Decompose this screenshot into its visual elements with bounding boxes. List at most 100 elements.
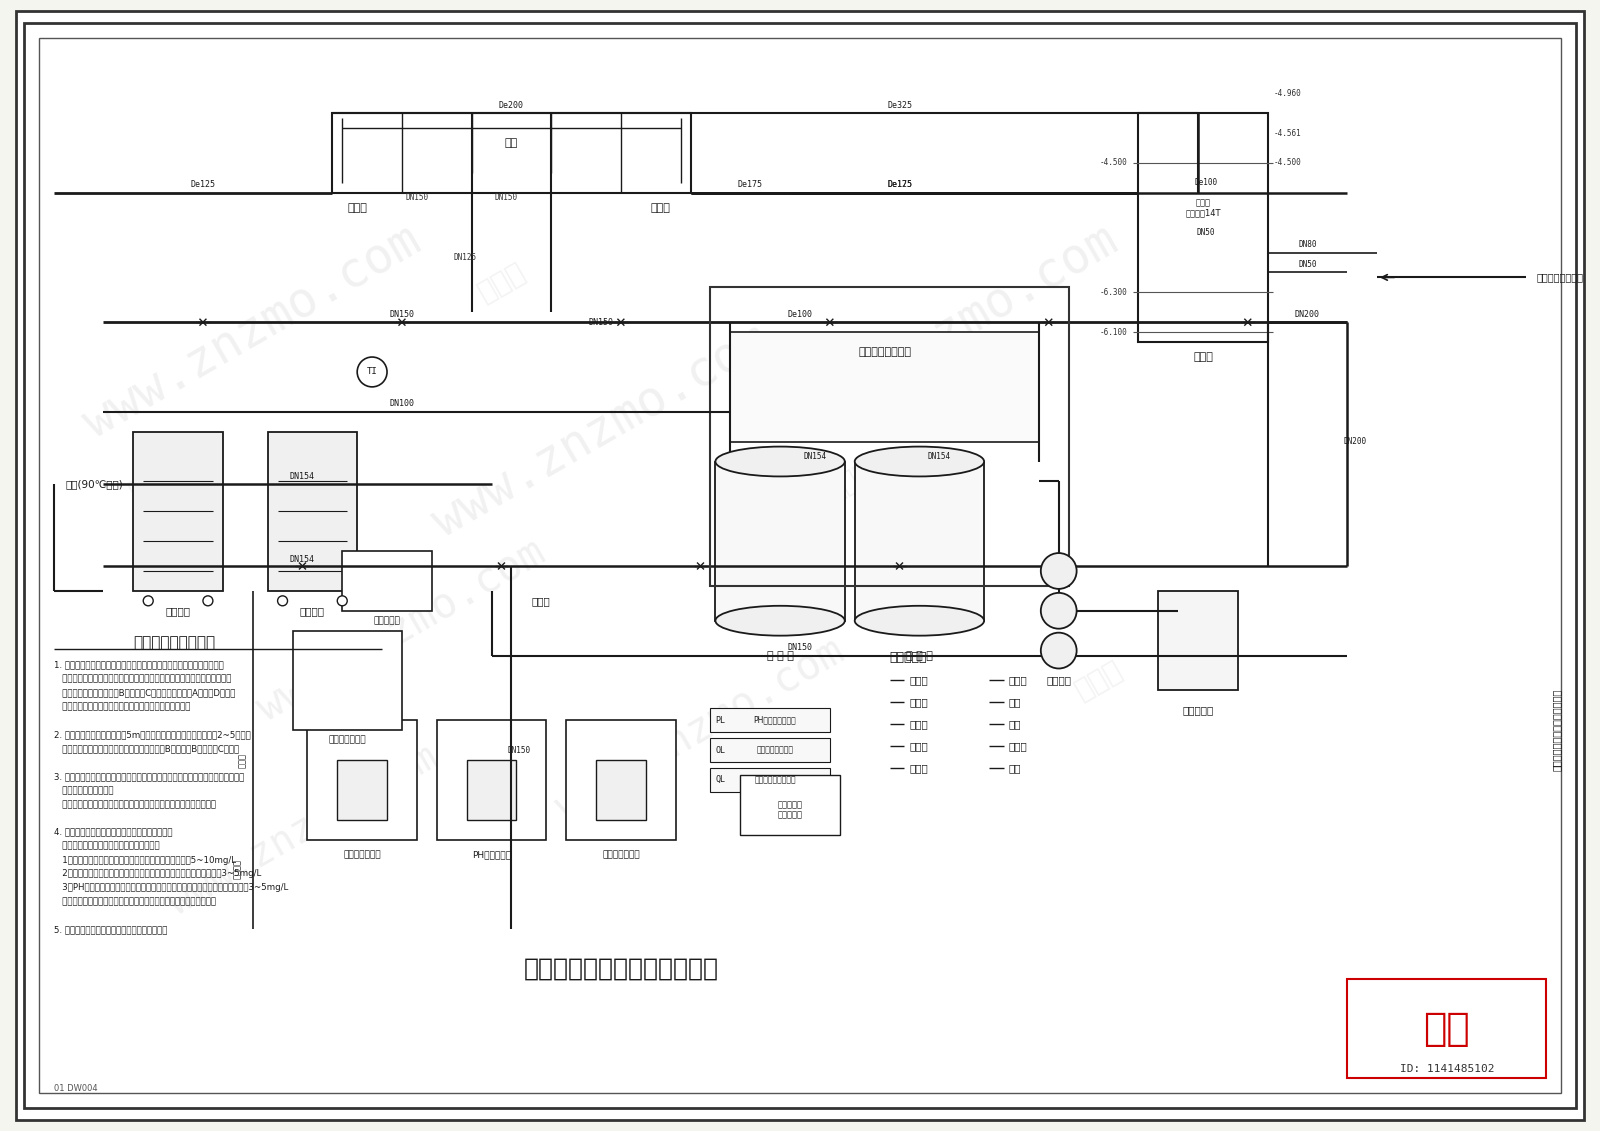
Text: De175: De175 [886, 180, 912, 189]
Text: De325: De325 [886, 101, 912, 110]
Text: -4.500: -4.500 [1274, 158, 1301, 167]
Text: 2. 当石英砂过滤器水头损失达5m时，应进行反冲洗，反冲洗时间约2~5分钟在: 2. 当石英砂过滤器水头损失达5m时，应进行反冲洗，反冲洗时间约2~5分钟在 [54, 731, 251, 740]
Text: 压力表: 压力表 [909, 698, 928, 707]
Bar [293, 631, 402, 731]
Circle shape [1042, 553, 1077, 589]
Text: www.znzmo.com: www.znzmo.com [162, 737, 443, 922]
Text: PH值调整装置: PH值调整装置 [472, 851, 510, 860]
Bar [342, 551, 432, 611]
Text: 2）消毒剂：过滤砂出水出口处投加，采用氢氧酸钠溶液，设计投加量3~5mg/L: 2）消毒剂：过滤砂出水出口处投加，采用氢氧酸钠溶液，设计投加量3~5mg/L [54, 870, 261, 879]
Text: 平衡池: 平衡池 [1194, 352, 1213, 362]
Ellipse shape [715, 606, 845, 636]
Circle shape [338, 596, 347, 606]
Text: www.znzmo.com: www.znzmo.com [251, 532, 554, 731]
Text: 循环水泵: 循环水泵 [1046, 675, 1072, 685]
Bar [715, 461, 845, 621]
Text: DN154: DN154 [928, 452, 950, 461]
Text: DN100: DN100 [389, 399, 414, 408]
Text: DN50: DN50 [1197, 228, 1216, 238]
Text: 污物去，此过程开通水阀B及出水阀C，反冲洗进出水阀A及水阀D关闭，: 污物去，此过程开通水阀B及出水阀C，反冲洗进出水阀A及水阀D关闭， [54, 689, 235, 698]
Text: www.znzmo.com: www.znzmo.com [773, 216, 1126, 448]
Text: QL: QL [715, 776, 725, 785]
Text: De125: De125 [190, 180, 216, 189]
Text: DN154: DN154 [290, 554, 315, 563]
Circle shape [1042, 632, 1077, 668]
Text: 3. 循环水中应按量添制着剂后，可用水中的微量小量物胺基氯，那克脱还原消毒，: 3. 循环水中应按量添制着剂后，可用水中的微量小量物胺基氯，那克脱还原消毒， [54, 772, 243, 782]
Text: DN154: DN154 [290, 472, 315, 481]
Text: www.znzmo.com: www.znzmo.com [549, 631, 851, 830]
Text: 01 DW004: 01 DW004 [54, 1085, 98, 1094]
Text: DN150: DN150 [589, 318, 613, 327]
Text: 反洗排污排至室外: 反洗排污排至室外 [858, 347, 910, 357]
Text: 知末网: 知末网 [125, 457, 182, 506]
Text: 在线检测器
水质分析仪: 在线检测器 水质分析仪 [778, 800, 803, 820]
Ellipse shape [715, 447, 845, 476]
Text: TI: TI [366, 368, 378, 377]
Text: www.znzmo.com: www.znzmo.com [77, 216, 429, 448]
Text: 5. 定期监测游泳池水中的含氯量，是否符合量。: 5. 定期监测游泳池水中的含氯量，是否符合量。 [54, 925, 166, 934]
Bar [333, 113, 691, 193]
Text: DN154: DN154 [803, 452, 827, 461]
Text: 热交换器: 热交换器 [299, 606, 325, 615]
Bar [267, 432, 357, 590]
Text: 吸污口: 吸污口 [909, 719, 928, 729]
Bar [1138, 113, 1267, 342]
Text: -6.100: -6.100 [1099, 328, 1128, 337]
Text: 4. 游泳池水中应按适当消毒剂进行杀毒消毒处理。: 4. 游泳池水中应按适当消毒剂进行杀毒消毒处理。 [54, 828, 173, 837]
Text: De100: De100 [787, 310, 813, 319]
Circle shape [277, 596, 288, 606]
Text: 别墅泳池水处理系统工艺流程图: 别墅泳池水处理系统工艺流程图 [1552, 689, 1562, 771]
Text: www.znzmo.com: www.znzmo.com [424, 316, 778, 547]
Text: DN150: DN150 [507, 745, 531, 754]
Text: 吸污管: 吸污管 [651, 202, 670, 213]
Text: DN80: DN80 [1298, 240, 1317, 249]
Text: 毛发聚集器: 毛发聚集器 [1182, 706, 1214, 715]
Text: 知末: 知末 [1424, 1010, 1470, 1047]
Bar [338, 760, 387, 820]
Text: DN150: DN150 [405, 193, 429, 202]
Bar [1158, 590, 1238, 690]
Text: 平衡池
液度容积14T: 平衡池 液度容积14T [1186, 198, 1221, 217]
Text: PL: PL [715, 716, 725, 725]
Text: DN200: DN200 [1294, 310, 1320, 319]
Ellipse shape [854, 606, 984, 636]
Text: 排水槽: 排水槽 [238, 752, 248, 768]
Text: 水量自动检测装置: 水量自动检测装置 [757, 745, 794, 754]
Text: 自来水: 自来水 [531, 596, 550, 606]
Bar [597, 760, 646, 820]
Text: 热源(90℃热水): 热源(90℃热水) [66, 480, 123, 490]
Text: 止回阀: 止回阀 [1010, 675, 1027, 685]
Text: De175: De175 [738, 180, 763, 189]
Text: DN125: DN125 [453, 253, 477, 262]
Circle shape [203, 596, 213, 606]
Bar [710, 708, 830, 732]
Bar [307, 720, 418, 839]
Text: （以上所列，按泳水质情况，采用药液变量定量定数不定期投加。）: （以上所列，按泳水质情况，采用药液变量定量定数不定期投加。） [54, 897, 216, 906]
Text: 余氯量自动检测装置: 余氯量自动检测装置 [754, 776, 795, 785]
Text: 电动阀: 电动阀 [909, 763, 928, 772]
Text: OL: OL [715, 745, 725, 754]
Bar [710, 287, 1069, 586]
Text: 给水口: 给水口 [347, 202, 366, 213]
Text: 泳池回水: 泳池回水 [234, 860, 242, 880]
Text: 经过过滤器后饮符合标准的循环水径消毒后送入游泳池。: 经过过滤器后饮符合标准的循环水径消毒后送入游泳池。 [54, 702, 190, 711]
Text: De125: De125 [886, 180, 912, 189]
Circle shape [1042, 593, 1077, 629]
Text: DN200: DN200 [1344, 437, 1366, 446]
Text: 知末网: 知末网 [821, 457, 878, 506]
Text: 泳池循环水水处理过程中应投放下列药剂：: 泳池循环水水处理过程中应投放下列药剂： [54, 841, 160, 851]
Text: DN50: DN50 [1298, 260, 1317, 269]
Bar [467, 760, 517, 820]
Bar [730, 333, 1038, 441]
Text: 1）混凝剂：泳前投出，采用聚合氯化铝，设计投加量为5~10mg/L: 1）混凝剂：泳前投出，采用聚合氯化铝，设计投加量为5~10mg/L [54, 855, 235, 864]
Text: 精密计量泵: 精密计量泵 [374, 616, 400, 625]
Text: DN150: DN150 [494, 193, 518, 202]
Text: -4.561: -4.561 [1274, 129, 1301, 138]
Text: 热交换器: 热交换器 [165, 606, 190, 615]
Text: 过 滤 器: 过 滤 器 [906, 650, 933, 661]
Text: 1. 游泳池循环水系统：游泳池水从泳池经溢流，经水渠毛发聚集器大颗粒: 1. 游泳池循环水系统：游泳池水从泳池经溢流，经水渠毛发聚集器大颗粒 [54, 661, 224, 670]
Bar [437, 720, 546, 839]
Bar [854, 461, 984, 621]
Text: DN150: DN150 [389, 310, 414, 319]
Text: De100: De100 [1195, 179, 1218, 188]
